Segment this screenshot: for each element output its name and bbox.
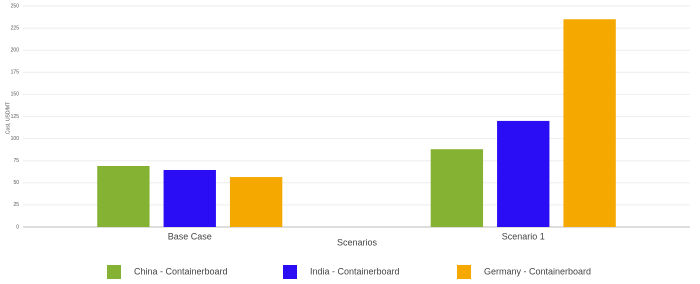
- bar: [497, 120, 550, 227]
- bar: [97, 166, 150, 227]
- legend-label: Germany - Containerboard: [484, 266, 591, 276]
- y-tick-label: 200: [11, 48, 20, 54]
- y-tick-label: 50: [13, 180, 19, 186]
- bar: [563, 19, 616, 228]
- legend-label: India - Containerboard: [310, 266, 400, 276]
- y-tick-label: 225: [11, 25, 20, 31]
- y-axis-title: Cost, USD/MT: [5, 102, 11, 134]
- bar: [229, 177, 283, 227]
- legend-swatch: [283, 265, 297, 279]
- y-tick-label: 125: [11, 114, 20, 120]
- x-axis-title: Scenarios: [337, 237, 378, 247]
- legend-swatch: [457, 265, 471, 279]
- y-tick-label: 25: [13, 202, 19, 208]
- y-tick-label: 75: [13, 158, 19, 164]
- legend-label: China - Containerboard: [134, 266, 228, 276]
- y-tick-label: 175: [11, 70, 20, 76]
- y-tick-label: 150: [11, 92, 20, 98]
- bar: [430, 149, 484, 227]
- y-tick-label: 100: [11, 136, 20, 142]
- x-tick-label: Base Case: [168, 231, 212, 241]
- bar: [163, 169, 216, 227]
- x-tick-label: Scenario 1: [502, 231, 545, 241]
- legend-swatch: [107, 265, 121, 279]
- y-tick-label: 0: [16, 224, 19, 230]
- y-tick-label: 250: [11, 3, 20, 9]
